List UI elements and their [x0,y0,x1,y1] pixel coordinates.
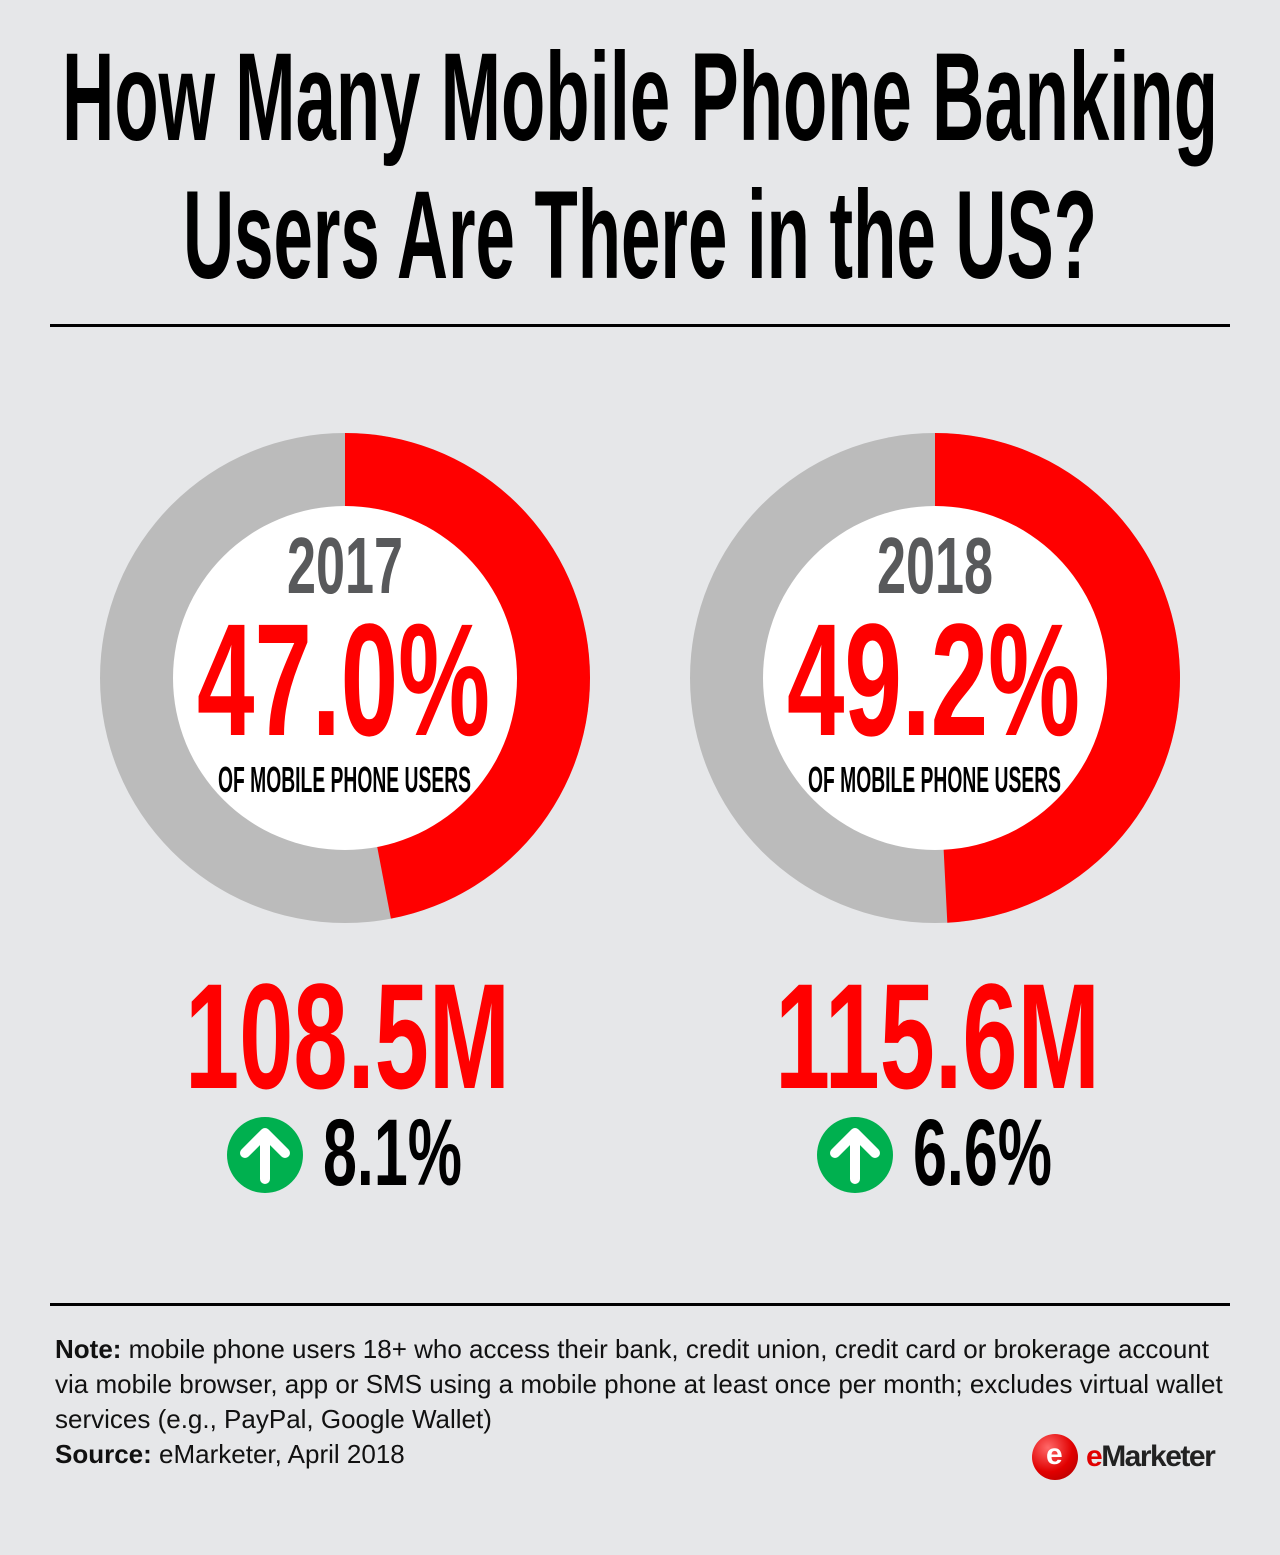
share-caption: OF MOBILE PHONE USERS [218,759,471,800]
footnotes: Note: mobile phone users 18+ who access … [55,1332,1235,1472]
share-label: 47.0% [197,590,490,769]
share-label: 49.2% [787,590,1080,769]
note: Note: mobile phone users 18+ who access … [55,1332,1235,1437]
donut-hole [763,506,1107,850]
share-caption: OF MOBILE PHONE USERS [808,759,1061,800]
emarketer-logo: e eMarketer [1032,1432,1216,1482]
year-label: 2017 [287,521,403,610]
growth-label: 6.6% [913,1100,1052,1206]
source: Source: eMarketer, April 2018 [55,1437,1235,1472]
top-divider [50,324,1230,327]
note-label: Note: [55,1334,122,1364]
logo-wordmark: eMarketer [1086,1440,1216,1473]
source-label: Source: [55,1439,152,1469]
source-text: eMarketer, April 2018 [159,1439,405,1469]
year-label: 2018 [877,521,993,610]
note-text: mobile phone users 18+ who access their … [55,1334,1223,1434]
users-value: 115.6M [775,952,1100,1120]
growth-up-arrow-icon [817,1117,893,1193]
title-line-1: How Many Mobile Phone Banking [62,28,1218,167]
bottom-divider [50,1303,1230,1306]
growth-label: 8.1% [323,1100,462,1206]
users-value: 108.5M [185,952,510,1120]
growth-up-arrow-icon [227,1117,303,1193]
title-line-2: Users Are There in the US? [183,166,1097,305]
logo-ball-icon: e [1032,1434,1078,1480]
donut-hole [173,506,517,850]
